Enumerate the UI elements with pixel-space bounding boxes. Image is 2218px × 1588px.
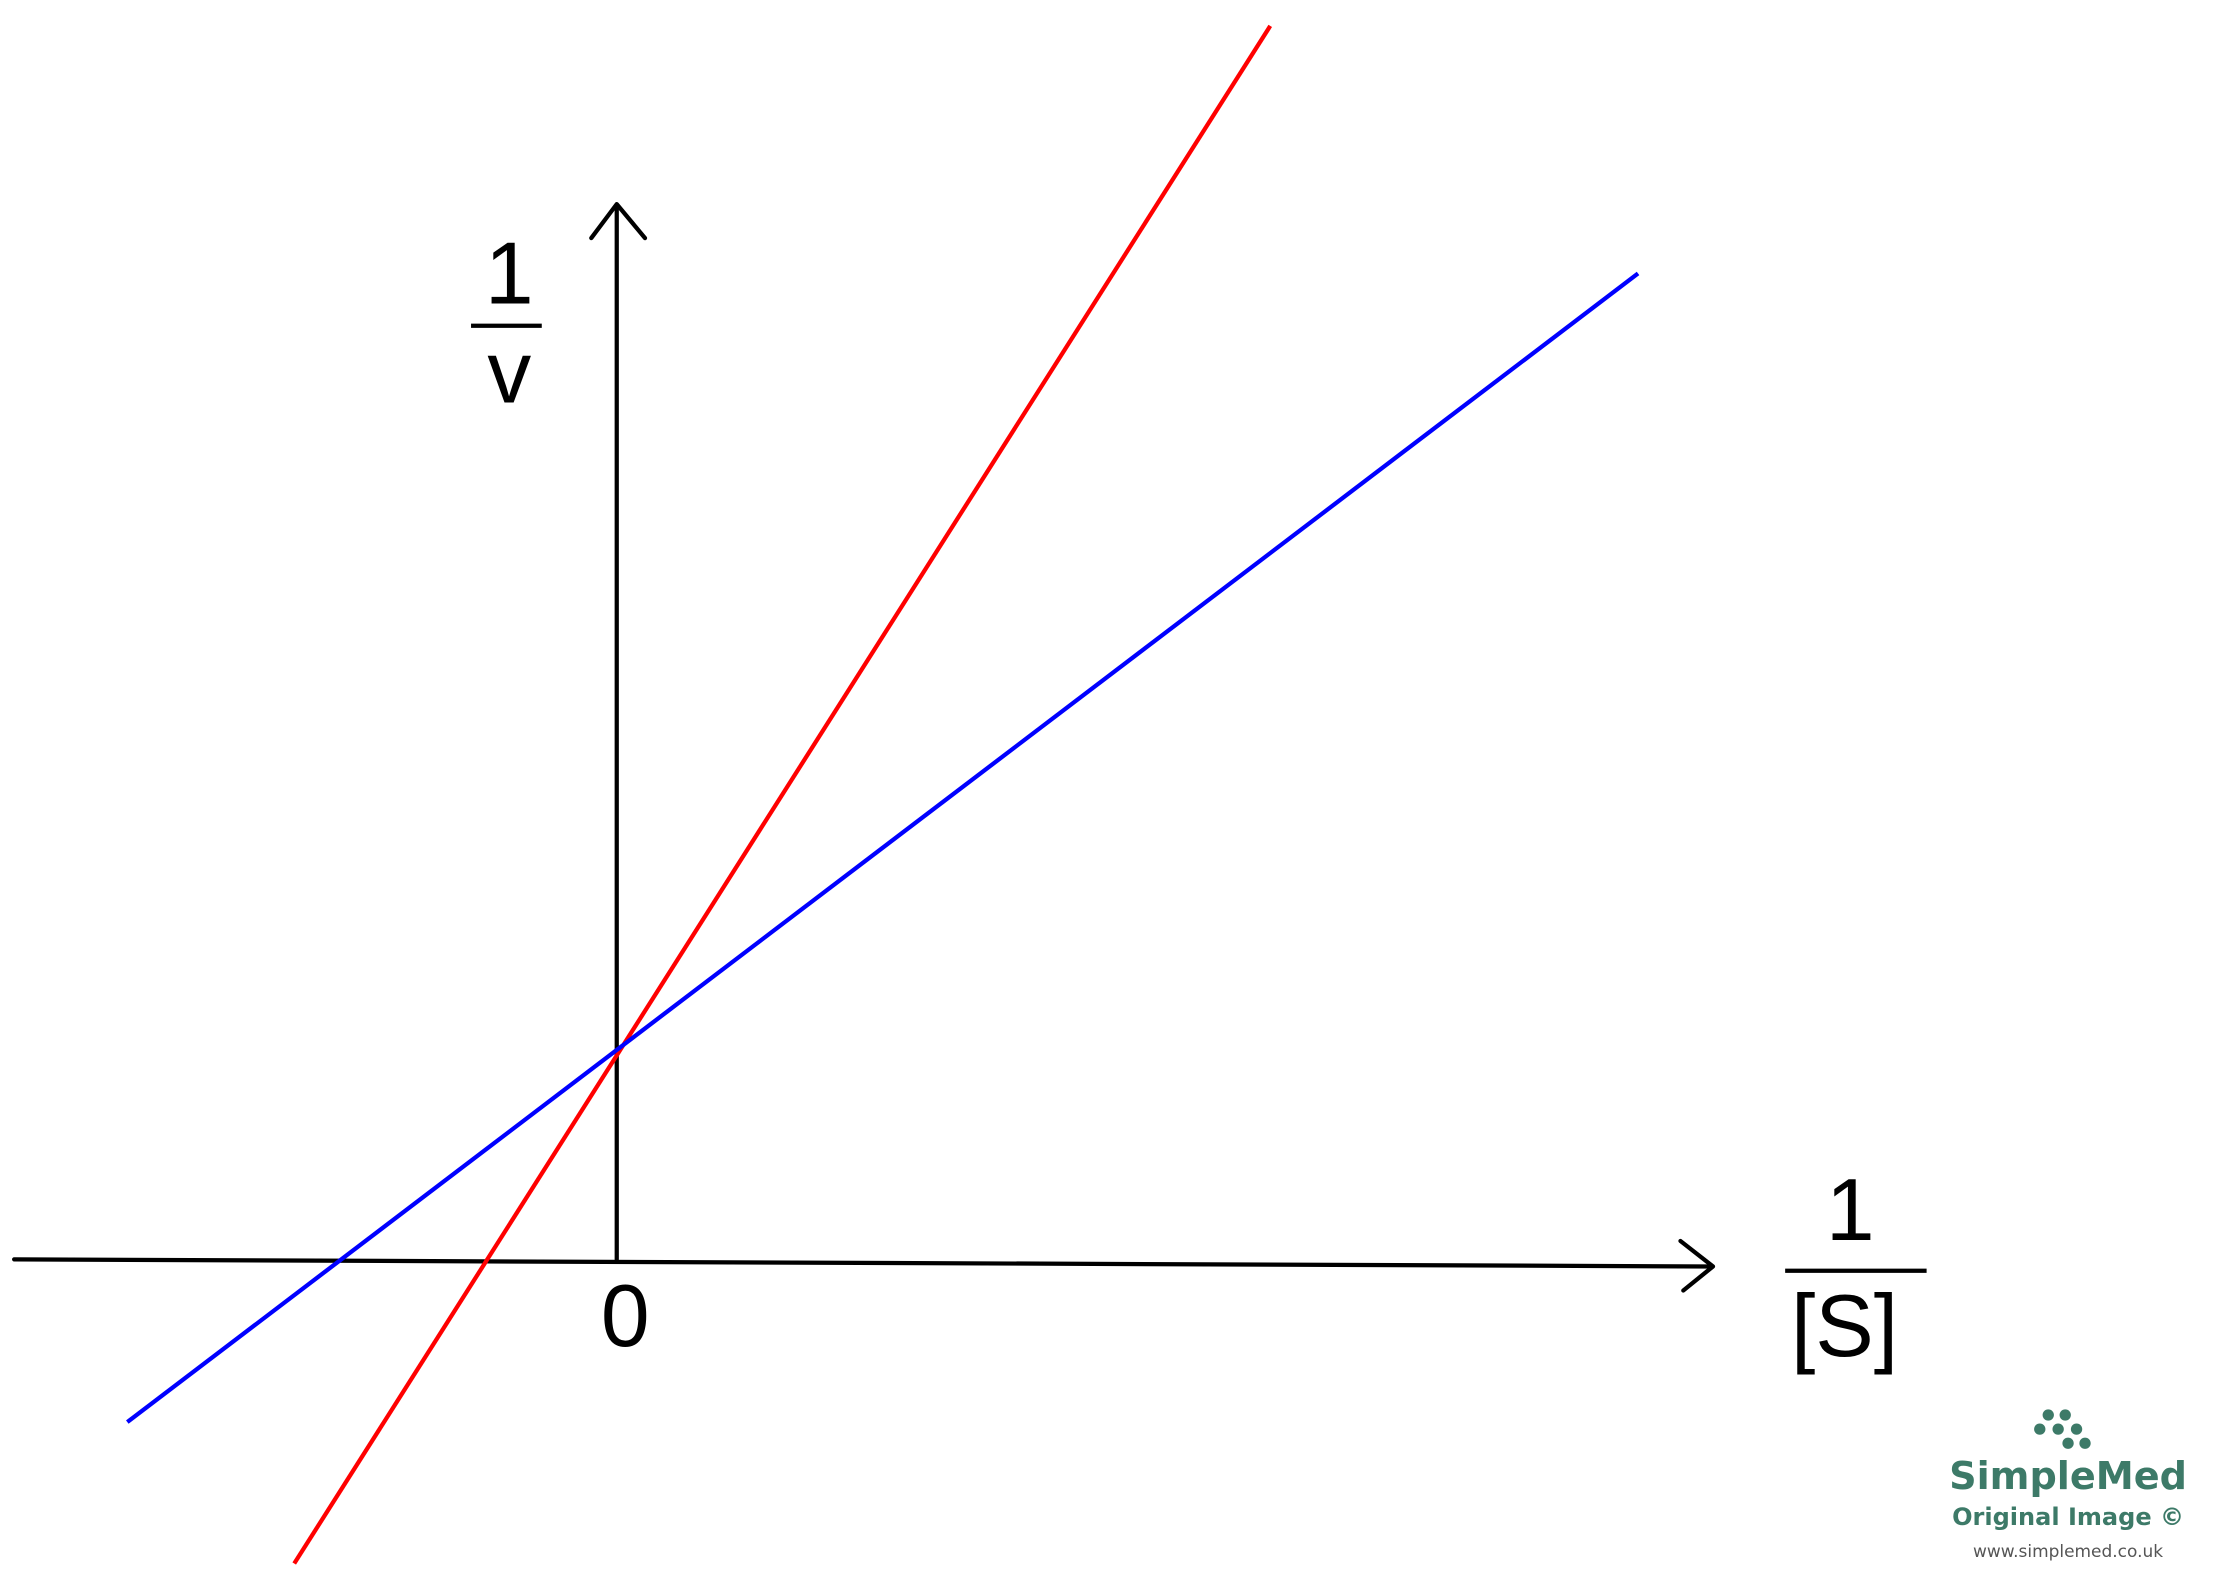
logo-url: www.simplemed.co.uk — [1973, 1542, 2163, 1562]
x-axis — [12, 1257, 1714, 1269]
axes — [12, 202, 1716, 1293]
inhibited-line — [292, 24, 1273, 1565]
logo-icon — [2034, 1409, 2091, 1449]
x-axis-arrow — [1678, 1238, 1716, 1293]
y-label-numerator: 1 — [485, 225, 534, 323]
origin-label: 0 — [601, 1267, 650, 1365]
logo-caption: Original Image © — [1952, 1503, 2184, 1531]
y-axis-arrow — [589, 202, 648, 241]
logo-name: SimpleMed — [1949, 1455, 2187, 1499]
y-label-denominator: v — [487, 324, 531, 422]
x-label-denominator: [S] — [1791, 1277, 1898, 1375]
uninhibited-line — [126, 271, 1640, 1424]
x-label-numerator: 1 — [1826, 1161, 1875, 1259]
